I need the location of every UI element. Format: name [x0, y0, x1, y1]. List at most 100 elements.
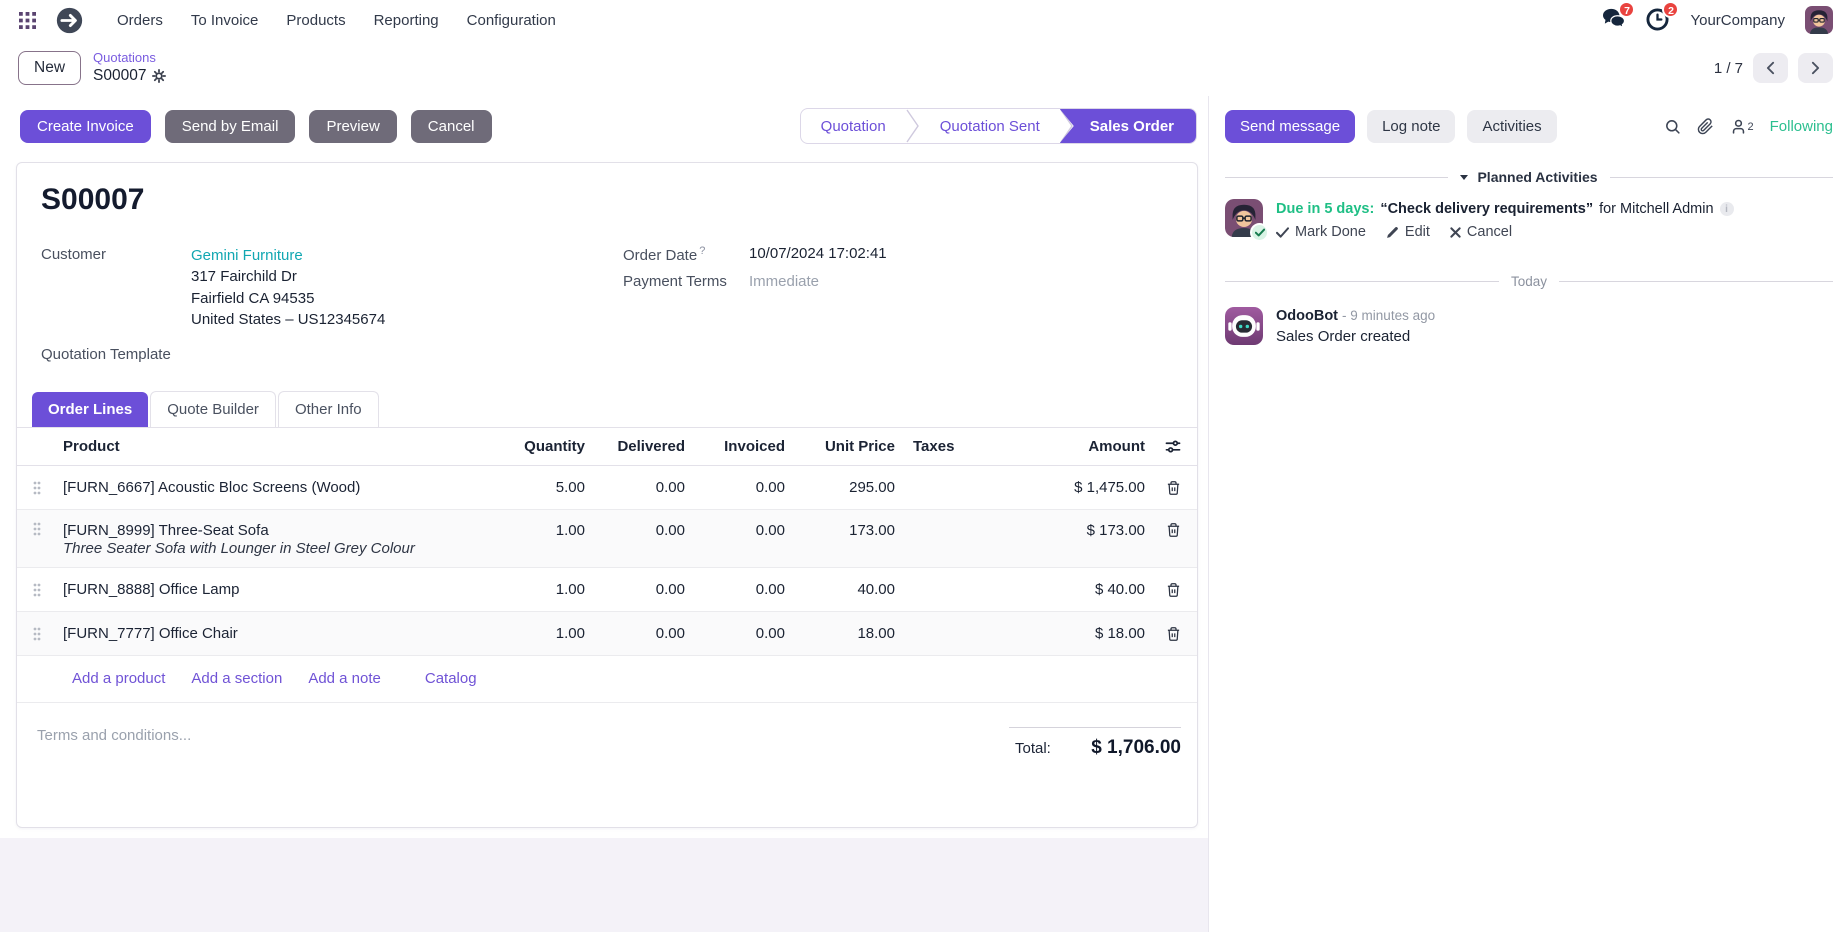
message-author[interactable]: OdooBot — [1276, 308, 1339, 324]
breadcrumb-quotations[interactable]: Quotations — [93, 50, 156, 66]
pager-previous-button[interactable] — [1753, 53, 1788, 83]
col-quantity: Quantity — [524, 438, 585, 456]
attachments-paperclip-icon[interactable] — [1697, 118, 1714, 135]
terms-and-conditions-field[interactable]: Terms and conditions... — [37, 727, 192, 745]
user-avatar[interactable] — [1805, 6, 1833, 34]
customer-address-line: 317 Fairchild Dr — [191, 268, 297, 286]
cell-delivered: 0.00 — [655, 479, 685, 497]
col-invoiced: Invoiced — [724, 438, 785, 456]
drag-handle[interactable] — [33, 521, 63, 536]
trash-icon[interactable] — [1145, 521, 1181, 538]
log-note-button[interactable]: Log note — [1367, 110, 1456, 143]
menu-to-invoice[interactable]: To Invoice — [190, 11, 259, 29]
pencil-icon — [1387, 226, 1398, 238]
customer-label: Customer — [41, 246, 107, 263]
cell-amount: $ 173.00 — [1086, 522, 1145, 540]
drag-handle[interactable] — [33, 627, 63, 641]
cell-delivered: 0.00 — [655, 522, 685, 540]
activity-check-badge — [1250, 223, 1269, 242]
page-title: S00007 — [41, 183, 145, 216]
apps-grid-icon[interactable] — [14, 7, 40, 33]
planned-activity-item: Due in 5 days: “Check delivery requireme… — [1225, 199, 1833, 242]
add-section-link[interactable]: Add a section — [191, 670, 283, 688]
cell-amount: $ 1,475.00 — [1074, 479, 1145, 497]
pager-count: 1 / 7 — [1713, 59, 1743, 77]
cell-amount: $ 18.00 — [1094, 625, 1145, 643]
stage-quotation-sent[interactable]: Quotation Sent — [939, 117, 1040, 135]
today-label: Today — [1510, 274, 1548, 289]
table-row[interactable]: [FURN_8888] Office Lamp 1.00 0.00 0.00 4… — [17, 568, 1197, 613]
breadcrumb-current: S00007 — [93, 67, 147, 85]
tab-quote-builder[interactable]: Quote Builder — [150, 391, 276, 428]
edit-activity-button[interactable]: Edit — [1386, 224, 1430, 240]
new-button[interactable]: New — [18, 51, 82, 85]
sales-app-icon[interactable] — [56, 7, 83, 34]
col-amount: Amount — [1088, 438, 1145, 456]
mark-done-button[interactable]: Mark Done — [1276, 224, 1366, 240]
add-product-link[interactable]: Add a product — [72, 670, 166, 688]
col-unit-price: Unit Price — [824, 438, 895, 456]
drag-handle[interactable] — [33, 583, 63, 597]
cell-quantity: 5.00 — [555, 479, 585, 497]
activities-button[interactable]: Activities — [1467, 110, 1557, 143]
menu-reporting[interactable]: Reporting — [373, 11, 439, 29]
trash-icon[interactable] — [1145, 480, 1181, 496]
stage-quotation[interactable]: Quotation — [820, 117, 886, 135]
stage-sales-order[interactable]: Sales Order — [1059, 109, 1196, 143]
catalog-link[interactable]: Catalog — [424, 670, 477, 688]
followers-count: 2 — [1747, 120, 1754, 133]
order-date-field[interactable]: 10/07/2024 17:02:41 — [749, 245, 887, 262]
odoobot-avatar — [1225, 307, 1263, 345]
search-messages-icon[interactable] — [1664, 118, 1681, 135]
total-value: $ 1,706.00 — [1091, 737, 1181, 759]
cancel-activity-button[interactable]: Cancel — [1450, 224, 1512, 240]
cell-product: [FURN_6667] Acoustic Bloc Screens (Wood) — [63, 479, 361, 497]
cell-invoiced: 0.00 — [755, 522, 785, 540]
col-product: Product — [63, 438, 120, 456]
check-icon — [1276, 226, 1289, 238]
drag-handle[interactable] — [33, 481, 63, 495]
table-row[interactable]: [FURN_6667] Acoustic Bloc Screens (Wood)… — [17, 466, 1197, 511]
activities-clock-icon[interactable]: 2 — [1646, 1, 1680, 32]
chatter-message: OdooBot - 9 minutes ago Sales Order crea… — [1225, 307, 1833, 345]
trash-icon[interactable] — [1145, 582, 1181, 598]
activities-badge: 2 — [1662, 1, 1680, 18]
chatter-panel: Send message Log note Activities 2 Follo… — [1208, 96, 1847, 932]
trash-icon[interactable] — [1145, 626, 1181, 642]
menu-configuration[interactable]: Configuration — [466, 11, 556, 29]
top-navbar: Orders To Invoice Products Reporting Con… — [0, 0, 1847, 40]
total-label: Total: — [1015, 740, 1051, 758]
record-pager: 1 / 7 — [1714, 53, 1833, 83]
following-toggle[interactable]: Following — [1769, 118, 1833, 135]
table-row[interactable]: [FURN_7777] Office Chair 1.00 0.00 0.00 … — [17, 612, 1197, 657]
payment-terms-field[interactable]: Immediate — [749, 273, 820, 290]
pager-next-button[interactable] — [1798, 53, 1833, 83]
menu-products[interactable]: Products — [286, 11, 346, 29]
preview-button[interactable]: Preview — [309, 109, 397, 143]
messages-icon[interactable]: 7 — [1602, 1, 1636, 32]
tab-other-info[interactable]: Other Info — [277, 391, 379, 428]
cell-delivered: 0.00 — [655, 625, 685, 643]
planned-activities-divider[interactable]: Planned Activities — [1225, 169, 1834, 185]
activity-due-label: Due in 5 days: — [1276, 201, 1375, 217]
customer-link[interactable]: Gemini Furniture — [191, 247, 303, 264]
cancel-button[interactable]: Cancel — [410, 109, 492, 143]
stage-separator-icon — [1060, 109, 1074, 143]
message-timestamp: - 9 minutes ago — [1342, 308, 1436, 323]
create-invoice-button[interactable]: Create Invoice — [20, 109, 151, 143]
company-switcher[interactable]: YourCompany — [1690, 11, 1785, 29]
column-options-icon[interactable] — [1145, 439, 1181, 454]
followers-icon[interactable]: 2 — [1730, 118, 1754, 135]
menu-orders[interactable]: Orders — [117, 11, 163, 29]
table-row[interactable]: [FURN_8999] Three-Seat Sofa 1.00 0.00 0.… — [17, 510, 1197, 569]
customer-address-line: United States – US12345674 — [191, 310, 386, 328]
send-by-email-button[interactable]: Send by Email — [164, 109, 296, 143]
tab-order-lines[interactable]: Order Lines — [32, 392, 149, 428]
col-delivered: Delivered — [617, 438, 685, 456]
customer-address-line: Fairfield CA 94535 — [191, 289, 315, 307]
add-note-link[interactable]: Add a note — [308, 670, 381, 688]
cell-invoiced: 0.00 — [755, 479, 785, 497]
send-message-button[interactable]: Send message — [1225, 110, 1356, 143]
settings-gear-icon[interactable] — [152, 69, 167, 84]
